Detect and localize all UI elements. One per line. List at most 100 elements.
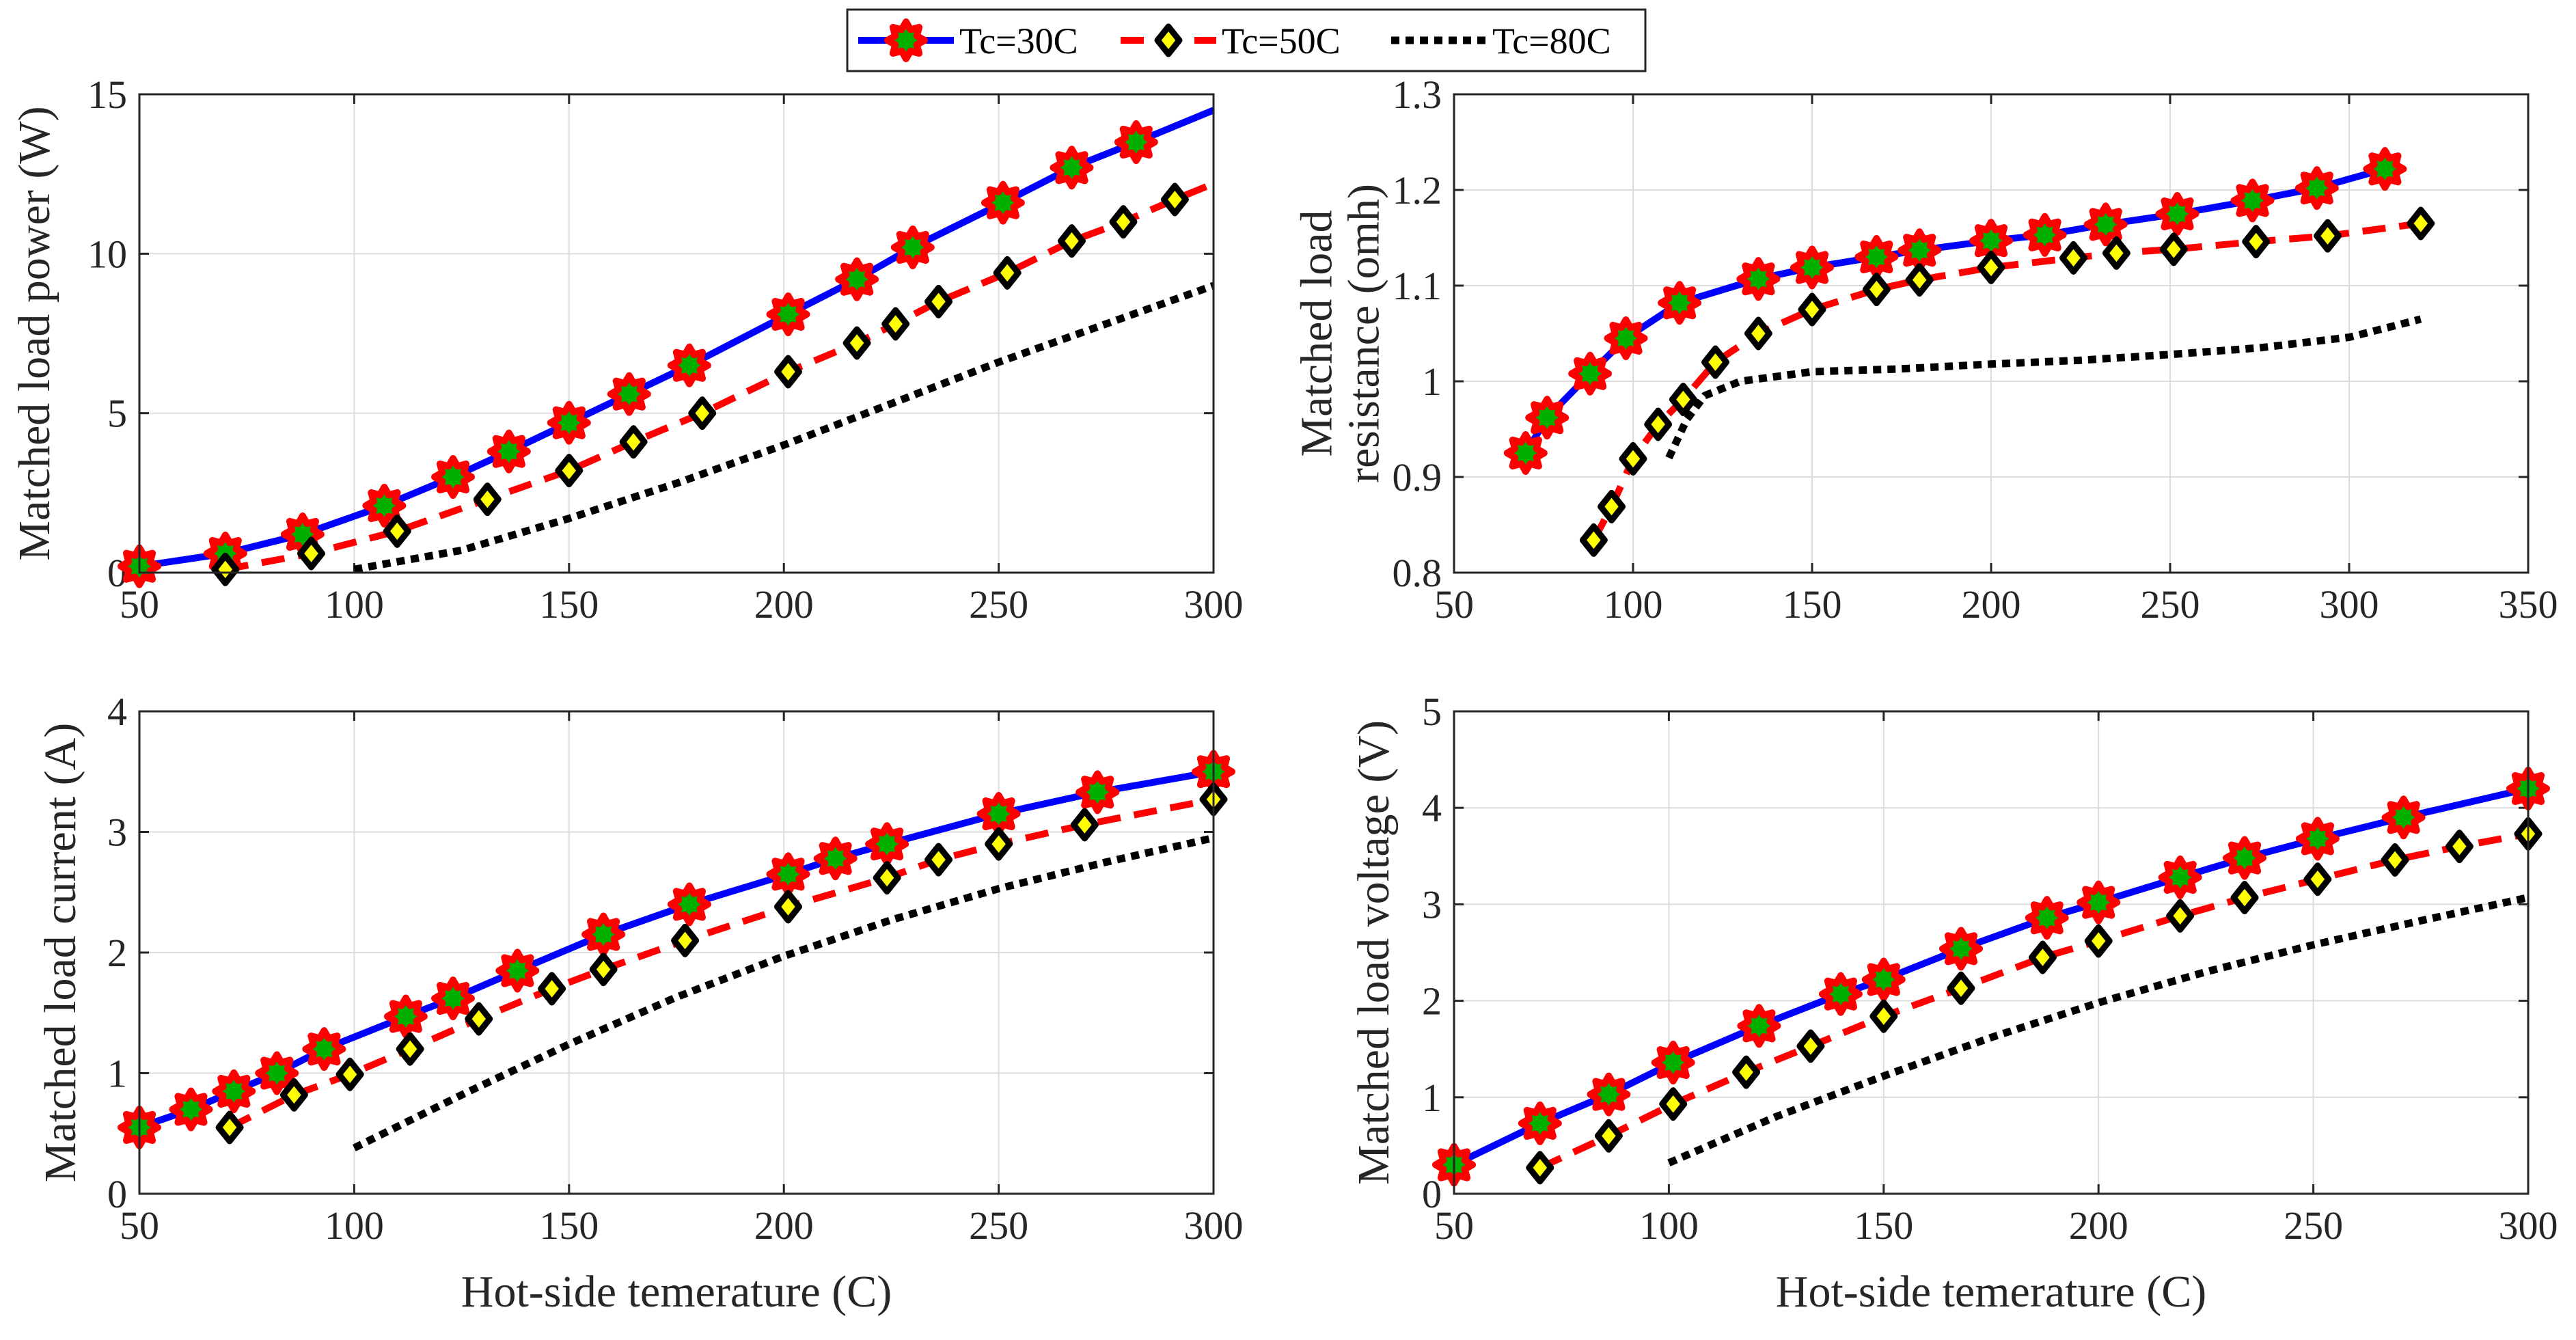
marker-diamond-10 <box>924 284 953 318</box>
series-line <box>139 107 1215 570</box>
marker-diamond-0 <box>1526 1151 1554 1185</box>
legend-entry-Tc=80C: Tc=80C <box>1391 20 1611 61</box>
marker-star-3 <box>255 1051 299 1095</box>
y-axis-label: Matched load current (A) <box>36 723 85 1183</box>
x-tick-label: 250 <box>2284 1203 2343 1248</box>
marker-star-5 <box>1818 972 1863 1016</box>
x-tick-label: 250 <box>969 582 1028 627</box>
y-tick-label: 1.3 <box>1393 72 1442 117</box>
marker-diamond-3 <box>1644 407 1673 441</box>
marker-diamond-13 <box>1109 205 1138 239</box>
y-tick-label: 1 <box>1422 1076 1442 1120</box>
chart-panel-top-left: 50 100 150 200 250 300 0 5 10 15 Matched load powe… <box>10 72 1244 627</box>
marker-diamond-13 <box>2159 232 2188 266</box>
marker-diamond-12 <box>2381 843 2409 877</box>
chart-panel-top-right: 50 100 150 200 250 300 350 0.8 0.9 1 1.1 1.2 1.3 Matc… <box>1291 72 2558 627</box>
axes-frame <box>1453 710 2530 1195</box>
marker-diamond-9 <box>1905 263 1934 297</box>
series-line <box>353 282 1215 573</box>
marker-diamond-5 <box>538 972 566 1006</box>
marker-star-10 <box>835 257 879 301</box>
y-tick-label: 5 <box>107 392 127 436</box>
marker-star-5 <box>383 994 428 1039</box>
y-tick-label: 4 <box>1422 786 1442 830</box>
x-tick-label: 200 <box>1962 582 2021 627</box>
marker-star-8 <box>2025 896 2069 940</box>
marker-diamond-10 <box>2230 881 2259 915</box>
marker-diamond-2 <box>383 514 411 548</box>
marker-star-8 <box>667 343 711 387</box>
plot-area <box>1454 711 2528 1194</box>
marker-diamond-0 <box>1579 523 1608 557</box>
y-tick-label: 0.9 <box>1393 455 1442 500</box>
marker-star-3 <box>1604 316 1648 360</box>
marker-star-6 <box>1861 957 1906 1002</box>
marker-star-2 <box>1568 351 1613 396</box>
marker-star-14 <box>2294 166 2339 210</box>
x-tick-label: 100 <box>1604 582 1663 627</box>
series-line <box>352 834 1215 1151</box>
marker-diamond-4 <box>555 454 584 488</box>
marker-diamond-10 <box>924 843 953 877</box>
marker-diamond-1 <box>279 1078 308 1112</box>
marker-diamond-0 <box>1154 23 1183 57</box>
marker-diamond-1 <box>297 536 326 571</box>
marker-diamond-7 <box>1798 292 1826 327</box>
marker-star-11 <box>813 836 858 881</box>
series-line <box>1590 220 2422 542</box>
marker-diamond-4 <box>1669 383 1697 417</box>
y-axis-label: Matched loadresistance (omh) <box>1291 184 1388 483</box>
x-tick-label: 50 <box>120 1203 159 1248</box>
y-tick-label: 2 <box>1422 979 1442 1024</box>
marker-diamond-11 <box>993 256 1022 290</box>
series-line <box>1665 315 2422 460</box>
y-axis-label: Matched load voltage (V) <box>1349 720 1399 1185</box>
marker-diamond-5 <box>1701 345 1730 379</box>
series-Tc=30C <box>1503 147 2407 475</box>
series-line <box>1522 165 2386 455</box>
series-Tc=80C <box>352 834 1215 1151</box>
marker-star-11 <box>2223 836 2266 880</box>
marker-star-6 <box>547 400 591 445</box>
marker-diamond-3 <box>1732 1055 1761 1089</box>
axes-frame <box>1453 93 2530 574</box>
x-tick-label: 150 <box>539 1203 599 1248</box>
marker-star-9 <box>766 292 810 336</box>
y-axis-label-line: resistance (omh) <box>1339 184 1389 483</box>
marker-diamond-0 <box>211 552 240 586</box>
y-axis-label-line: Matched load <box>1291 210 1341 456</box>
marker-star-13 <box>2381 795 2426 840</box>
marker-star-1 <box>1518 1101 1562 1145</box>
x-tick-label: 250 <box>2141 582 2200 627</box>
y-tick-label: 1 <box>1422 359 1442 404</box>
x-tick-label: 200 <box>2069 1203 2128 1248</box>
y-tick-label: 1 <box>107 1052 127 1096</box>
x-tick-label: 300 <box>2499 1203 2558 1248</box>
marker-star-5 <box>487 429 531 474</box>
series-line <box>228 795 1214 1131</box>
series-line <box>224 180 1215 573</box>
legend-label: Tc=50C <box>1222 20 1341 61</box>
marker-star-10 <box>2158 855 2202 899</box>
x-tick-label: 200 <box>754 1203 814 1248</box>
marker-star-10 <box>2023 213 2067 257</box>
marker-diamond-10 <box>1977 250 2005 284</box>
x-tick-label: 100 <box>1639 1203 1699 1248</box>
marker-diamond-1 <box>1598 489 1626 523</box>
marker-star-12 <box>865 822 909 866</box>
y-tick-label: 4 <box>107 689 127 734</box>
marker-star-3 <box>362 484 407 528</box>
marker-diamond-6 <box>688 396 717 430</box>
marker-star-13 <box>2230 178 2275 223</box>
marker-diamond-8 <box>1862 273 1891 307</box>
marker-star-0 <box>884 18 928 62</box>
marker-star-11 <box>890 225 935 269</box>
marker-diamond-5 <box>1869 999 1898 1033</box>
marker-star-7 <box>1939 927 1983 971</box>
x-tick-label: 200 <box>754 582 814 627</box>
x-tick-label: 300 <box>1184 1203 1244 1248</box>
series-Tc=50C <box>211 180 1215 586</box>
marker-star-8 <box>581 912 626 957</box>
